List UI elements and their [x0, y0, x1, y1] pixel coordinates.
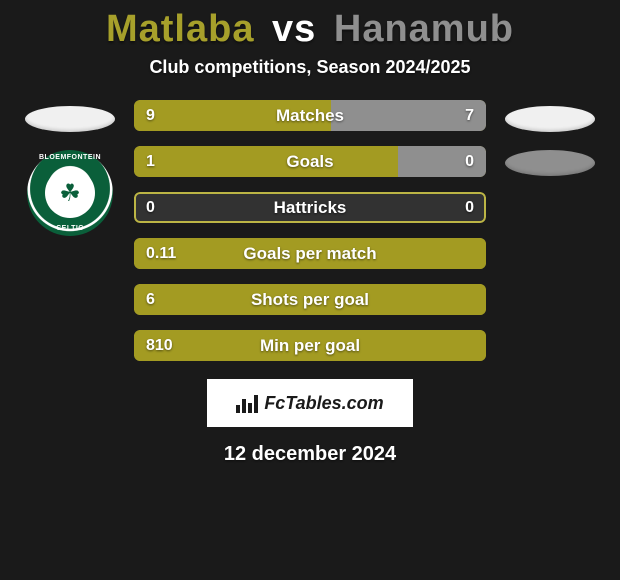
bar-value-left: 9	[146, 107, 155, 125]
bar-label: Goals per match	[243, 244, 376, 264]
player1-name: Matlaba	[106, 8, 254, 50]
crest-top-text: BLOEMFONTEIN	[39, 154, 101, 161]
subtitle: Club competitions, Season 2024/2025	[0, 57, 620, 78]
bar-label: Shots per goal	[251, 290, 369, 310]
crest-icon: ☘	[45, 168, 95, 218]
stat-bar: Shots per goal 6	[134, 284, 486, 315]
bar-value-right: 7	[465, 107, 474, 125]
bar-value-left: 810	[146, 337, 173, 355]
bar-label: Min per goal	[260, 336, 360, 356]
watermark: FcTables.com	[207, 379, 413, 427]
bar-value-left: 0.11	[146, 245, 176, 263]
stat-bar: Min per goal 810	[134, 330, 486, 361]
stat-bar: Goals 1 0	[134, 146, 486, 177]
left-column: BLOEMFONTEIN ☘ CELTIC	[24, 100, 116, 236]
main-row: BLOEMFONTEIN ☘ CELTIC Matches97Goals10Ha…	[0, 100, 620, 361]
bar-label: Matches	[276, 106, 344, 126]
bar-fill-left	[134, 146, 398, 177]
right-column	[504, 100, 596, 176]
bar-value-right: 0	[465, 153, 474, 171]
watermark-bar	[254, 395, 258, 413]
watermark-bar	[242, 399, 246, 413]
bar-value-left: 1	[146, 153, 155, 171]
bar-value-right: 0	[465, 199, 474, 217]
date-text: 12 december 2024	[0, 443, 620, 466]
watermark-bar	[248, 403, 252, 413]
page-title: Matlaba vs Hanamub	[0, 8, 620, 51]
watermark-bar	[236, 405, 240, 413]
container: Matlaba vs Hanamub Club competitions, Se…	[0, 0, 620, 580]
watermark-chart-icon	[236, 393, 258, 413]
right-ellipse-2	[505, 150, 595, 176]
stat-bar: Goals per match 0.11	[134, 238, 486, 269]
left-home-ellipse	[25, 106, 115, 132]
stat-bar: Matches 9 7	[134, 100, 486, 131]
crest-bottom-text: CELTIC	[56, 225, 84, 232]
bar-value-left: 6	[146, 291, 155, 309]
bar-value-left: 0	[146, 199, 155, 217]
stats-bars: Matches 9 7 Goals 1 0 Hattricks 0 0 Goals per mat…	[134, 100, 486, 361]
bar-fill-right	[331, 100, 486, 131]
club-crest-left: BLOEMFONTEIN ☘ CELTIC	[27, 150, 113, 236]
bar-label: Hattricks	[274, 198, 347, 218]
player2-name: Hanamub	[334, 8, 514, 50]
vs-text: vs	[266, 8, 322, 50]
bar-label: Goals	[286, 152, 333, 172]
stat-bar: Hattricks 0 0	[134, 192, 486, 223]
right-ellipse-1	[505, 106, 595, 132]
watermark-text: FcTables.com	[264, 393, 383, 414]
